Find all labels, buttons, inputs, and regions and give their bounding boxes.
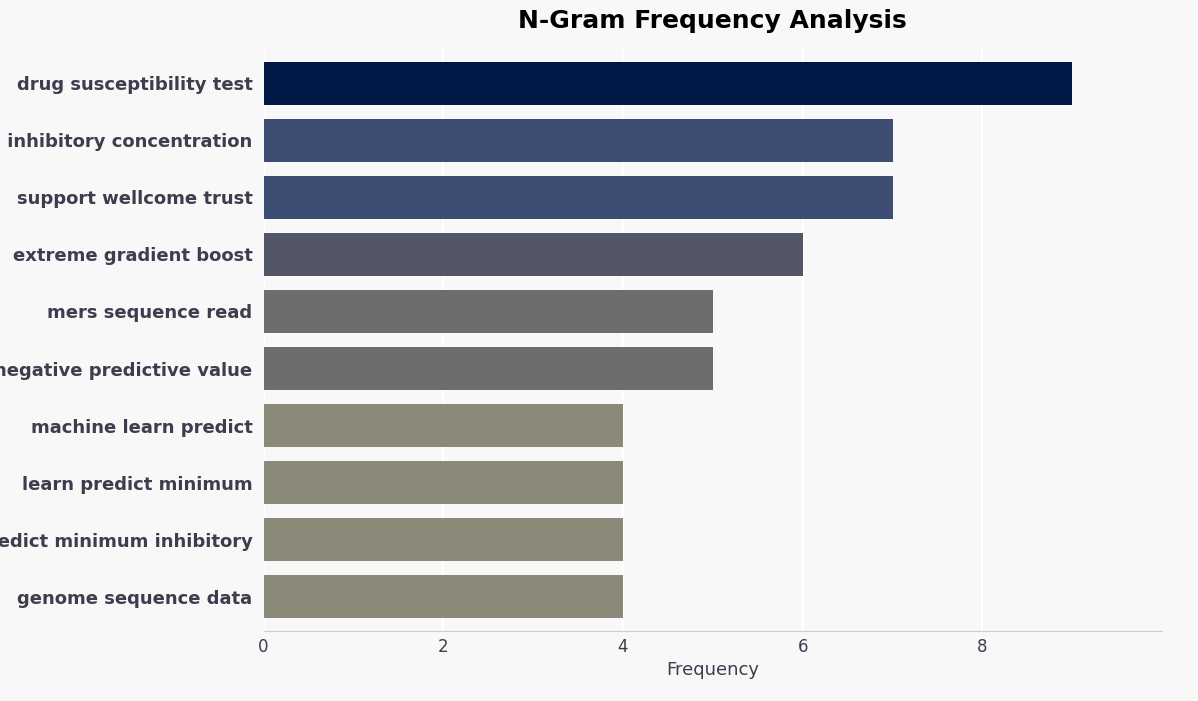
Bar	[264, 347, 713, 390]
Bar	[264, 290, 713, 333]
Bar	[264, 119, 893, 162]
Bar	[264, 461, 623, 504]
X-axis label: Frequency: Frequency	[666, 662, 760, 679]
Bar	[264, 576, 623, 618]
Bar	[264, 176, 893, 219]
Bar	[264, 233, 803, 275]
Title: N-Gram Frequency Analysis: N-Gram Frequency Analysis	[519, 9, 907, 33]
Bar	[264, 518, 623, 561]
Bar	[264, 62, 1072, 104]
Bar	[264, 404, 623, 447]
